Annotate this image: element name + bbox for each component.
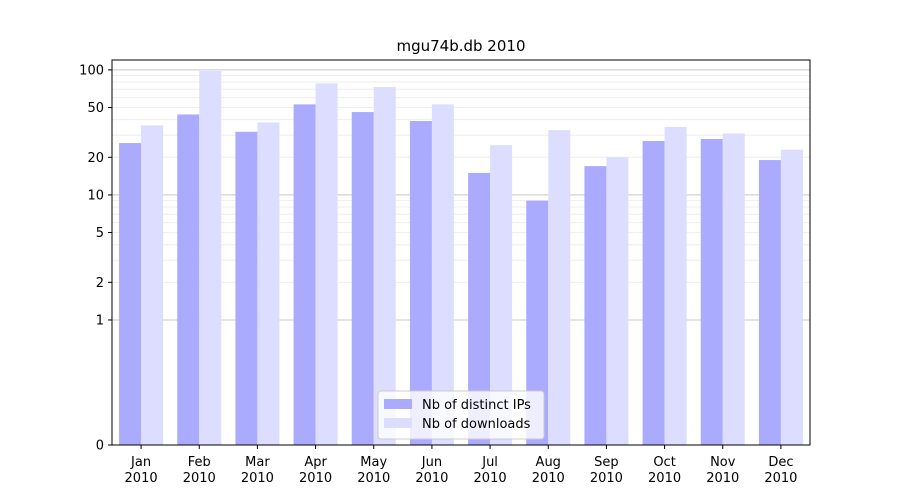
legend-box [377, 390, 545, 440]
bar-distinct-ips-jul [468, 172, 491, 445]
bar-downloads-apr [315, 83, 338, 445]
x-tick-label-year: 2010 [474, 471, 507, 486]
bar-downloads-feb [199, 70, 222, 446]
x-tick-label-month: Nov [710, 455, 736, 470]
legend-swatch [384, 399, 412, 409]
y-tick-label: 2 [96, 276, 104, 291]
y-axis: 0 1 2 5 10 20 50 100 [79, 63, 112, 454]
bar-distinct-ips-aug [526, 200, 549, 445]
x-tick-label-year: 2010 [764, 471, 797, 486]
bar-downloads-may [373, 86, 396, 445]
x-axis: Jan2010Feb2010Mar2010Apr2010May2010Jun20… [125, 445, 797, 486]
bars [119, 70, 803, 446]
bar-distinct-ips-sep [584, 166, 607, 445]
bar-downloads-jan [141, 125, 164, 445]
y-tick-label: 100 [79, 63, 104, 78]
x-tick-label-year: 2010 [532, 471, 565, 486]
x-tick-label-month: Oct [653, 455, 675, 470]
bar-downloads-nov [722, 133, 745, 445]
y-tick-label: 20 [87, 151, 104, 166]
x-tick-label-month: Aug [536, 455, 561, 470]
bar-distinct-ips-may [351, 112, 374, 445]
bar-downloads-jul [490, 145, 513, 445]
x-tick-label-month: Jul [481, 455, 498, 470]
x-tick-label-month: Jan [130, 455, 151, 470]
x-tick-label-year: 2010 [415, 471, 448, 486]
bar-distinct-ips-oct [642, 140, 665, 445]
bar-distinct-ips-nov [700, 139, 723, 445]
bar-downloads-jun [431, 104, 454, 445]
x-tick-label-year: 2010 [299, 471, 332, 486]
x-tick-label-month: Feb [188, 455, 211, 470]
y-tick-label: 50 [87, 101, 104, 116]
plot-frame [111, 59, 811, 446]
x-tick-label-year: 2010 [648, 471, 681, 486]
y-tick-label: 1 [96, 313, 104, 328]
chart-title: mgu74b.db 2010 [396, 37, 525, 55]
bar-distinct-ips-feb [177, 114, 200, 445]
bar-downloads-aug [548, 130, 571, 445]
x-tick-label-year: 2010 [241, 471, 274, 486]
bar-distinct-ips-jun [409, 121, 432, 446]
grid-lines [112, 69, 810, 321]
bar-distinct-ips-jan [119, 143, 142, 445]
y-tick-label: 10 [87, 188, 104, 203]
x-tick-label-month: Dec [768, 455, 793, 470]
bar-downloads-mar [257, 122, 280, 445]
x-tick-label-year: 2010 [183, 471, 216, 486]
x-tick-label-year: 2010 [706, 471, 739, 486]
legend-label: Nb of downloads [422, 417, 531, 432]
bar-distinct-ips-dec [758, 160, 781, 445]
y-tick-label: 5 [96, 226, 104, 241]
x-tick-label-year: 2010 [590, 471, 623, 486]
legend-swatch [384, 418, 412, 428]
bar-distinct-ips-apr [293, 104, 316, 445]
y-tick-label: 0 [96, 439, 104, 454]
x-tick-label-month: Mar [245, 455, 270, 470]
x-tick-label-month: Apr [304, 455, 327, 470]
x-tick-label-month: Sep [594, 455, 619, 470]
bar-downloads-oct [664, 126, 687, 446]
x-tick-label-year: 2010 [357, 471, 390, 486]
bar-downloads-dec [780, 149, 803, 446]
bar-downloads-sep [606, 157, 629, 445]
bar-distinct-ips-mar [235, 131, 258, 445]
legend-label: Nb of distinct IPs [422, 398, 531, 413]
x-tick-label-month: Jun [421, 455, 442, 470]
legend: Nb of distinct IPs Nb of downloads [377, 390, 545, 440]
x-tick-label-year: 2010 [125, 471, 158, 486]
x-tick-label-month: May [360, 455, 387, 470]
